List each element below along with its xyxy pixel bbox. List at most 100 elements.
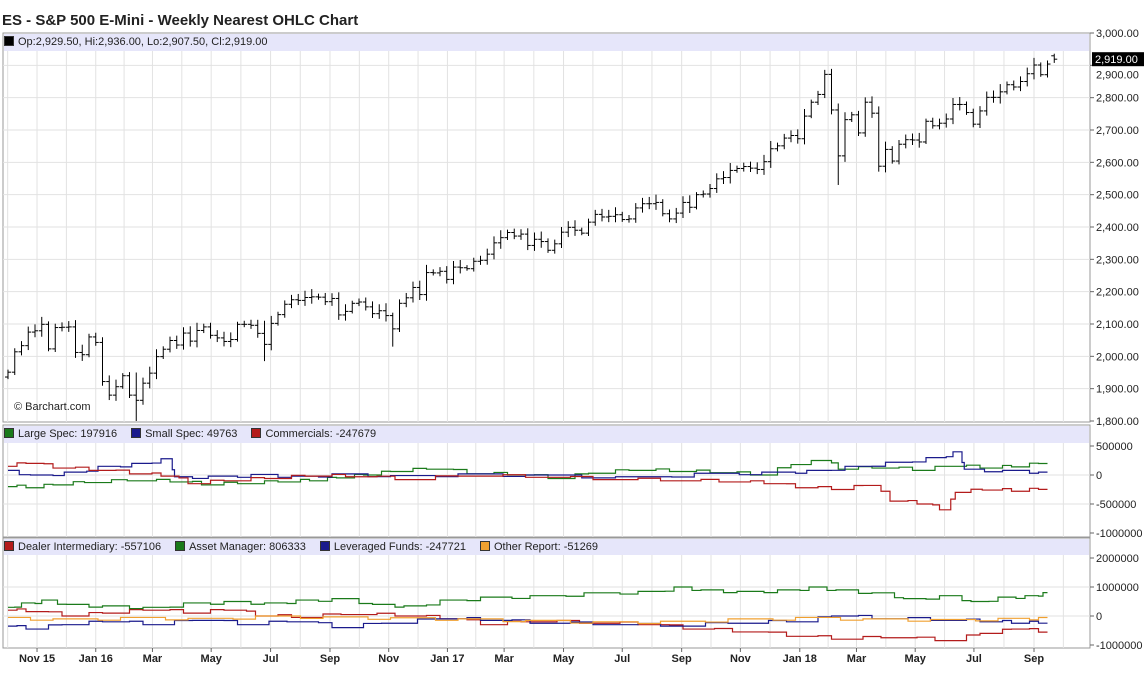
series-line-commercials	[8, 462, 1048, 511]
ohlc-bar	[113, 379, 119, 401]
ohlc-bar	[666, 209, 673, 223]
ohlc-bar	[680, 196, 686, 219]
ohlc-bar	[207, 322, 214, 339]
x-tick-label: Nov	[730, 653, 752, 665]
ohlc-bar	[929, 117, 936, 129]
ohlc-bar	[173, 335, 180, 349]
ohlc-bar	[828, 68, 835, 115]
ohlc-bar	[194, 322, 200, 348]
ohlc-bar	[632, 203, 639, 223]
ohlc-bar	[855, 110, 862, 137]
legend-item: Large Spec: 197916	[4, 428, 117, 440]
ohlc-bar	[281, 300, 288, 318]
ohlc-bar	[261, 320, 268, 362]
ohlc-bar	[369, 301, 376, 319]
ohlc-bar	[119, 373, 126, 389]
ohlc-bar	[403, 292, 410, 308]
ohlc-bar	[322, 292, 329, 306]
x-tick-label: Jan 16	[79, 653, 113, 665]
ohlc-bar	[383, 303, 389, 322]
ohlc-bar	[241, 320, 248, 328]
last-price-label: 2,919.00	[1095, 54, 1138, 66]
x-tick-label: Mar	[143, 653, 163, 665]
y-tick-label: 2000000	[1096, 553, 1139, 565]
ohlc-bar	[565, 221, 572, 238]
ohlc-bar	[997, 84, 1004, 104]
legend-swatch	[4, 541, 14, 551]
legend-swatch	[251, 428, 262, 438]
y-tick-label: 2,100.00	[1096, 319, 1139, 331]
ohlc-bar	[32, 324, 38, 338]
ohlc-bar	[45, 321, 52, 352]
ohlc-bar	[396, 299, 403, 332]
x-tick-label: Jul	[966, 653, 982, 665]
ohlc-bar	[531, 232, 538, 251]
y-tick-label: 2,000.00	[1096, 351, 1139, 363]
ohlc-bar	[200, 323, 207, 334]
y-tick-label: 1,800.00	[1096, 416, 1139, 428]
ohlc-bar	[936, 118, 943, 130]
ohlc-bar	[781, 133, 788, 150]
ohlc-bar	[11, 348, 18, 376]
ohlc-bar	[416, 280, 423, 301]
legend-item: Asset Manager: 806333	[175, 541, 306, 553]
y-tick-label: 0	[1096, 470, 1102, 482]
ohlc-bar	[909, 133, 916, 145]
legend-label: Leveraged Funds: -247721	[333, 541, 466, 553]
ohlc-bar	[862, 97, 869, 137]
ohlc-bar	[646, 196, 653, 210]
ohlc-bar	[329, 293, 335, 306]
ohlc-bar	[767, 140, 774, 168]
ohlc-bar	[106, 375, 113, 401]
ohlc-bar	[848, 111, 855, 122]
ohlc-bar	[457, 259, 464, 274]
ohlc-bar	[511, 228, 518, 240]
x-tick-label: Nov 15	[19, 653, 55, 665]
ohlc-bar	[443, 266, 450, 284]
ohlc-bar	[450, 260, 457, 285]
ohlc-bar	[774, 142, 781, 152]
ohlc-bar	[146, 366, 153, 389]
ohlc-bar	[599, 208, 605, 222]
ohlc-bar	[808, 99, 815, 119]
legend-item: Commercials: -247679	[251, 428, 376, 440]
legend-label: Other Report: -51269	[494, 541, 598, 553]
y-tick-label: 2,500.00	[1096, 190, 1139, 202]
ohlc-bar	[5, 369, 11, 380]
ohlc-legend-item: Op:2,929.50, Hi:2,936.00, Lo:2,907.50, C…	[4, 36, 268, 48]
ohlc-bar	[545, 238, 551, 253]
ohlc-bar	[99, 337, 106, 386]
ohlc-bar	[835, 103, 842, 185]
legend-item: Leveraged Funds: -247721	[319, 541, 466, 553]
legend-swatch	[319, 541, 330, 551]
ohlc-bar	[578, 227, 585, 236]
ohlc-bar	[889, 146, 896, 164]
ohlc-bar	[761, 154, 767, 175]
legend-band-2	[4, 539, 1089, 555]
ohlc-bar	[558, 227, 565, 248]
ohlc-bar	[524, 228, 531, 251]
ohlc-bar	[700, 190, 707, 198]
ohlc-bar	[349, 300, 356, 314]
ohlc-bar	[659, 199, 666, 217]
series-line-dealer-intermediary	[8, 608, 1048, 642]
x-tick-label: May	[904, 653, 926, 665]
x-tick-label: Jul	[263, 653, 279, 665]
legend-item: Other Report: -51269	[480, 541, 598, 553]
cot-disaggregated-legend: Dealer Intermediary: -557106 Asset Manage…	[4, 541, 598, 553]
ohlc-bar	[153, 349, 160, 380]
y-tick-label: 2,300.00	[1096, 254, 1139, 266]
ohlc-bar	[437, 267, 443, 277]
ohlc-bar	[518, 229, 524, 240]
ohlc-bar	[788, 130, 794, 143]
ohlc-bar	[747, 161, 754, 173]
legend-swatch	[131, 428, 142, 438]
panel-frame-1	[2, 424, 1091, 538]
ohlc-bar	[821, 69, 828, 99]
ohlc-bar	[302, 290, 308, 306]
ohlc-bar	[335, 292, 342, 320]
ohlc-bar	[362, 297, 369, 311]
ohlc-bar	[983, 91, 990, 116]
ohlc-bar	[160, 346, 167, 359]
